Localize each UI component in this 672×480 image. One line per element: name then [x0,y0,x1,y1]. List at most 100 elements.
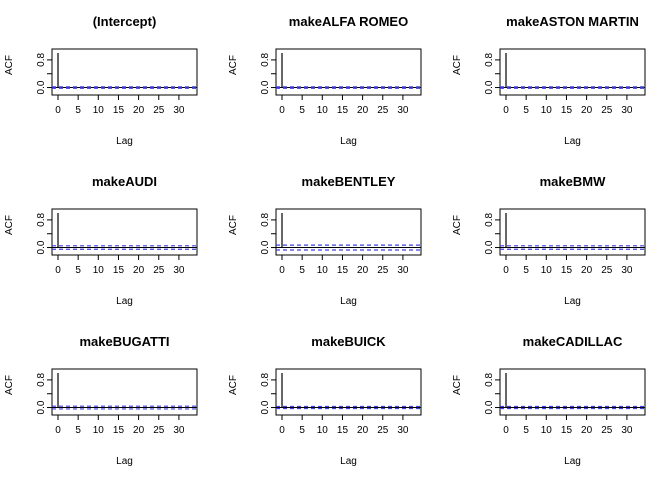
x-tick-label: 0 [55,105,61,116]
x-tick-label: 5 [299,425,305,436]
x-tick-label: 30 [173,265,185,276]
x-tick-label: 30 [621,105,633,116]
y-axis-label: ACF [228,55,239,75]
plot-frame [499,48,646,96]
acf-panel: makeBENTLEY 0 5 10 15 20 25 30 0.0 0.8 Lag ACF [228,174,422,307]
y-tick-label: 0.0 [260,400,271,414]
x-tick-label: 15 [113,105,125,116]
y-tick-label: 0.0 [484,80,495,94]
x-tick-label: 30 [621,425,633,436]
x-axis-label: Lag [116,136,133,147]
plot-frame [499,208,646,256]
y-tick-label: 0.0 [36,80,47,94]
y-tick-label: 0.8 [36,213,47,227]
plot-frame [275,368,422,416]
y-tick-label: 0.8 [36,53,47,67]
x-tick-label: 5 [523,265,529,276]
x-tick-label: 20 [357,265,369,276]
panel-title: (Intercept) [93,14,157,29]
x-tick-label: 10 [541,105,553,116]
x-tick-label: 15 [561,265,573,276]
x-tick-label: 5 [299,105,305,116]
acf-panel: makeAUDI 0 5 10 15 20 25 30 0.0 0.8 Lag ACF [4,174,198,307]
y-tick-label: 0.0 [36,400,47,414]
y-axis-label: ACF [228,215,239,235]
x-tick-label: 20 [357,425,369,436]
x-axis-label: Lag [340,136,357,147]
x-tick-label: 10 [317,105,329,116]
x-tick-label: 0 [503,425,509,436]
x-tick-label: 15 [113,265,125,276]
y-axis-label: ACF [452,55,463,75]
y-tick-label: 0.8 [260,373,271,387]
y-tick-label: 0.8 [484,373,495,387]
x-tick-label: 0 [503,105,509,116]
acf-panel: makeBUICK 0 5 10 15 20 25 30 0.0 0.8 Lag ACF [228,334,422,467]
x-tick-label: 0 [55,425,61,436]
x-tick-label: 25 [153,425,165,436]
x-tick-label: 25 [601,265,613,276]
x-tick-label: 0 [279,425,285,436]
x-tick-label: 5 [75,265,81,276]
y-tick-label: 0.8 [484,213,495,227]
x-tick-label: 10 [541,425,553,436]
panel-title: makeCADILLAC [523,334,623,349]
x-tick-label: 20 [133,265,145,276]
y-tick-label: 0.8 [260,53,271,67]
y-axis-label: ACF [452,375,463,395]
x-tick-label: 30 [173,425,185,436]
x-tick-label: 5 [75,425,81,436]
x-axis-label: Lag [116,296,133,307]
x-tick-label: 10 [541,265,553,276]
plot-frame [51,48,198,96]
acf-panel: (Intercept) 0 5 10 15 20 25 30 0.0 0.8 Lag ACF [4,14,198,147]
x-axis-label: Lag [340,296,357,307]
x-tick-label: 20 [133,425,145,436]
x-tick-label: 20 [581,265,593,276]
x-tick-label: 25 [377,105,389,116]
x-tick-label: 25 [153,265,165,276]
x-tick-label: 25 [601,105,613,116]
y-axis-label: ACF [452,215,463,235]
x-tick-label: 5 [75,105,81,116]
acf-panel: makeCADILLAC 0 5 10 15 20 25 30 0.0 0.8 Lag ACF [452,334,646,467]
y-tick-label: 0.0 [36,240,47,254]
x-axis-label: Lag [116,456,133,467]
plot-frame [499,368,646,416]
x-tick-label: 25 [601,425,613,436]
x-tick-label: 25 [377,425,389,436]
x-tick-label: 15 [337,105,349,116]
x-tick-label: 5 [523,425,529,436]
y-tick-label: 0.8 [36,373,47,387]
x-tick-label: 25 [153,105,165,116]
x-tick-label: 30 [397,105,409,116]
x-tick-label: 15 [561,425,573,436]
y-axis-label: ACF [228,375,239,395]
x-axis-label: Lag [564,456,581,467]
x-tick-label: 0 [55,265,61,276]
x-tick-label: 10 [93,265,105,276]
x-tick-label: 10 [317,425,329,436]
x-tick-label: 20 [357,105,369,116]
x-tick-label: 5 [299,265,305,276]
x-tick-label: 0 [279,265,285,276]
panel-title: makeASTON MARTIN [506,14,639,29]
panel-title: makeBUICK [311,334,386,349]
x-tick-label: 15 [561,105,573,116]
x-tick-label: 30 [173,105,185,116]
y-tick-label: 0.0 [260,80,271,94]
plot-frame [51,208,198,256]
x-tick-label: 30 [621,265,633,276]
panel-title: makeAUDI [92,174,157,189]
acf-panel: makeALFA ROMEO 0 5 10 15 20 25 30 0.0 0.8 Lag ACF [228,14,422,147]
y-tick-label: 0.8 [260,213,271,227]
x-tick-label: 15 [337,265,349,276]
x-tick-label: 30 [397,265,409,276]
y-tick-label: 0.0 [260,240,271,254]
x-tick-label: 15 [113,425,125,436]
x-tick-label: 10 [93,425,105,436]
y-tick-label: 0.0 [484,240,495,254]
acf-panel: makeBUGATTI 0 5 10 15 20 25 30 0.0 0.8 Lag ACF [4,334,198,467]
acf-panel: makeASTON MARTIN 0 5 10 15 20 25 30 0.0 0.8 Lag ACF [452,14,646,147]
x-tick-label: 10 [317,265,329,276]
